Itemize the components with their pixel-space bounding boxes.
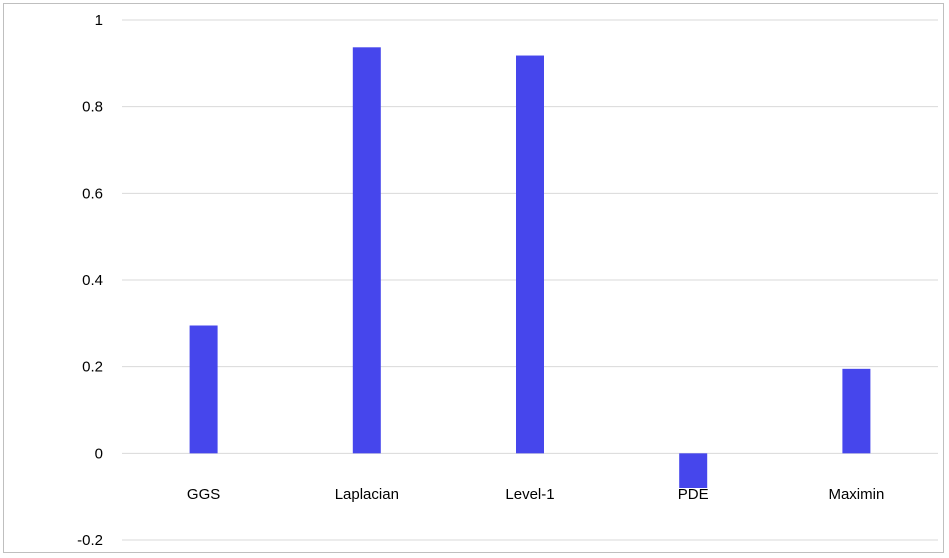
x-category-label: GGS bbox=[187, 486, 220, 503]
y-tick-label: 0.4 bbox=[82, 272, 103, 289]
bar-ggs bbox=[189, 325, 218, 454]
x-category-label: Maximin bbox=[828, 486, 884, 503]
x-category-label: Level-1 bbox=[505, 486, 554, 503]
y-tick-label: 0.2 bbox=[82, 359, 103, 376]
bar-laplacian bbox=[352, 47, 381, 454]
bar-pde bbox=[679, 453, 708, 488]
y-tick-label: 0.8 bbox=[82, 99, 103, 116]
y-tick-label: -0.2 bbox=[77, 532, 103, 549]
y-tick-label: 0 bbox=[95, 445, 103, 462]
y-tick-label: 1 bbox=[95, 12, 103, 29]
chart-frame bbox=[3, 3, 944, 553]
bars bbox=[189, 47, 871, 488]
x-category-label: PDE bbox=[678, 486, 709, 503]
x-category-label: Laplacian bbox=[335, 486, 399, 503]
y-tick-label: 0.6 bbox=[82, 185, 103, 202]
x-axis-category-labels: GGS Laplacian Level-1 PDE Maximin bbox=[187, 486, 884, 503]
bar-level-1 bbox=[516, 55, 544, 454]
y-axis-tick-labels: -0.2 0 0.2 0.4 0.6 0.8 1 bbox=[77, 12, 103, 549]
bar-maximin bbox=[842, 368, 871, 454]
